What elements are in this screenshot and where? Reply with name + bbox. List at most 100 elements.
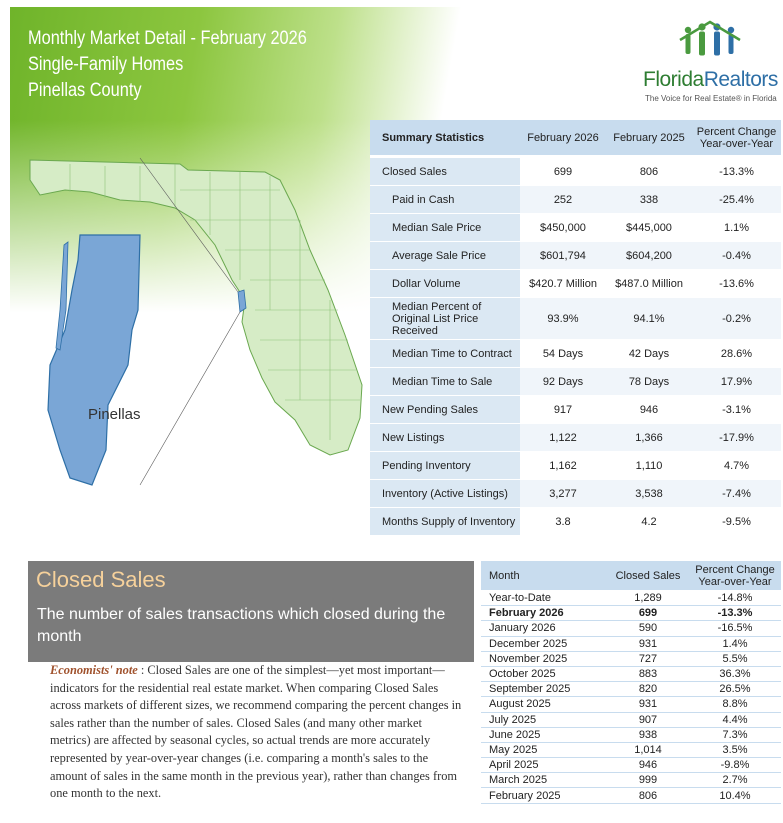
monthly-row-sales: 1,289 (607, 591, 689, 607)
pinellas-inset (47, 234, 141, 486)
monthly-header-percent: Percent Change Year-over-Year (689, 561, 781, 591)
monthly-row-percent: 2.7% (689, 773, 781, 789)
summary-row-percent: -0.4% (692, 242, 781, 270)
summary-row: Median Time to Sale 92 Days 78 Days 17.9% (370, 368, 781, 396)
summary-row-current: 917 (520, 396, 606, 424)
summary-header-current: February 2026 (520, 120, 606, 158)
monthly-row-sales: 931 (607, 637, 689, 652)
summary-row-label: Median Sale Price (370, 214, 520, 242)
summary-row-percent: 4.7% (692, 452, 781, 480)
title-line-2: Single-Family Homes (28, 54, 184, 75)
closed-sales-subtitle: The number of sales transactions which c… (37, 606, 446, 645)
county-label: Pinellas (88, 406, 141, 423)
monthly-row-sales: 999 (607, 773, 689, 789)
monthly-row-month: Year-to-Date (481, 591, 607, 607)
summary-header-percent: Percent Change Year-over-Year (692, 120, 781, 158)
monthly-row-percent: -16.5% (689, 621, 781, 637)
summary-row-label: Paid in Cash (370, 186, 520, 214)
summary-row-current: 93.9% (520, 298, 606, 340)
summary-row: Median Sale Price $450,000 $445,000 1.1% (370, 214, 781, 242)
summary-header-row: Summary Statistics February 2026 Februar… (370, 120, 781, 158)
summary-statistics-table: Summary Statistics February 2026 Februar… (370, 120, 781, 536)
florida-outline (29, 159, 363, 456)
monthly-row-month: December 2025 (481, 637, 607, 652)
summary-row-previous: 1,110 (606, 452, 692, 480)
summary-row-previous: 946 (606, 396, 692, 424)
monthly-row-month: March 2025 (481, 773, 607, 789)
monthly-row-month: November 2025 (481, 652, 607, 667)
monthly-row-month: May 2025 (481, 743, 607, 759)
summary-row-percent: 1.1% (692, 214, 781, 242)
monthly-row-sales: 727 (607, 652, 689, 667)
summary-row-label: Average Sale Price (370, 242, 520, 270)
monthly-row: August 2025 931 8.8% (481, 697, 781, 713)
logo-tagline: The Voice for Real Estate® in Florida (645, 94, 777, 103)
monthly-row-month: February 2026 (481, 606, 607, 622)
economists-note-body: : Closed Sales are one of the simplest—y… (50, 663, 462, 801)
summary-header-label: Summary Statistics (370, 120, 520, 158)
summary-row-previous: 42 Days (606, 340, 692, 368)
summary-row-previous: 78 Days (606, 368, 692, 396)
monthly-row-percent: 3.5% (689, 743, 781, 759)
monthly-row: March 2025 999 2.7% (481, 773, 781, 789)
summary-row-current: 54 Days (520, 340, 606, 368)
report-title: Monthly Market Detail - February 2026 Si… (28, 26, 352, 104)
summary-header-previous: February 2025 (606, 120, 692, 158)
closed-sales-header: Closed Sales The number of sales transac… (28, 561, 474, 662)
monthly-row-sales: 590 (607, 621, 689, 637)
summary-row-current: 3,277 (520, 480, 606, 508)
summary-row-current: $420.7 Million (520, 270, 606, 298)
monthly-row: February 2025 806 10.4% (481, 788, 781, 804)
monthly-row-percent: -13.3% (689, 606, 781, 622)
summary-row-current: 699 (520, 158, 606, 186)
monthly-row-percent: -9.8% (689, 758, 781, 774)
summary-row-previous: $445,000 (606, 214, 692, 242)
summary-row-current: 252 (520, 186, 606, 214)
monthly-row-sales: 699 (607, 606, 689, 622)
monthly-row-sales: 946 (607, 758, 689, 774)
monthly-row-month: June 2025 (481, 728, 607, 743)
monthly-row-month: February 2025 (481, 788, 607, 804)
title-line-1: Monthly Market Detail - February 2026 (28, 28, 307, 49)
economists-note-lead: Economists' note (50, 663, 138, 677)
monthly-row-percent: 36.3% (689, 667, 781, 683)
monthly-row: January 2026 590 -16.5% (481, 621, 781, 637)
summary-row: Median Time to Contract 54 Days 42 Days 28.… (370, 340, 781, 368)
monthly-row-month: April 2025 (481, 758, 607, 774)
monthly-row: December 2025 931 1.4% (481, 637, 781, 652)
economists-note: Economists' note : Closed Sales are one … (50, 662, 465, 803)
monthly-row: May 2025 1,014 3.5% (481, 743, 781, 759)
monthly-row-month: January 2026 (481, 621, 607, 637)
monthly-header-month: Month (481, 561, 607, 591)
monthly-header-sales: Closed Sales (607, 561, 689, 591)
summary-row-current: 92 Days (520, 368, 606, 396)
monthly-row: September 2025 820 26.5% (481, 682, 781, 698)
summary-row-previous: 3,538 (606, 480, 692, 508)
monthly-row-sales: 931 (607, 697, 689, 713)
summary-row-current: $450,000 (520, 214, 606, 242)
monthly-row-percent: 7.3% (689, 728, 781, 743)
title-line-3: Pinellas County (28, 80, 142, 101)
summary-row-current: $601,794 (520, 242, 606, 270)
monthly-row-percent: -14.8% (689, 591, 781, 607)
logo-word-realtors: Realtors (703, 68, 779, 91)
monthly-row: October 2025 883 36.3% (481, 667, 781, 683)
summary-row-label: Median Time to Contract (370, 340, 520, 368)
summary-row-percent: -17.9% (692, 424, 781, 452)
summary-row-current: 3.8 (520, 508, 606, 536)
monthly-row-percent: 4.4% (689, 713, 781, 728)
summary-row-current: 1,122 (520, 424, 606, 452)
summary-row-label: New Pending Sales (370, 396, 520, 424)
logo-wordmark: FloridaRealtors (643, 68, 778, 92)
summary-row-current: 1,162 (520, 452, 606, 480)
summary-row: Inventory (Active Listings) 3,277 3,538 -7.… (370, 480, 781, 508)
monthly-row-percent: 1.4% (689, 637, 781, 652)
monthly-row-percent: 8.8% (689, 697, 781, 713)
monthly-header-row: Month Closed Sales Percent Change Year-o… (481, 561, 781, 591)
summary-row: Average Sale Price $601,794 $604,200 -0.4% (370, 242, 781, 270)
summary-row: Pending Inventory 1,162 1,110 4.7% (370, 452, 781, 480)
monthly-row-month: July 2025 (481, 713, 607, 728)
florida-realtors-logo-icon (679, 20, 741, 56)
closed-sales-title: Closed Sales (36, 567, 166, 592)
summary-row-label: New Listings (370, 424, 520, 452)
